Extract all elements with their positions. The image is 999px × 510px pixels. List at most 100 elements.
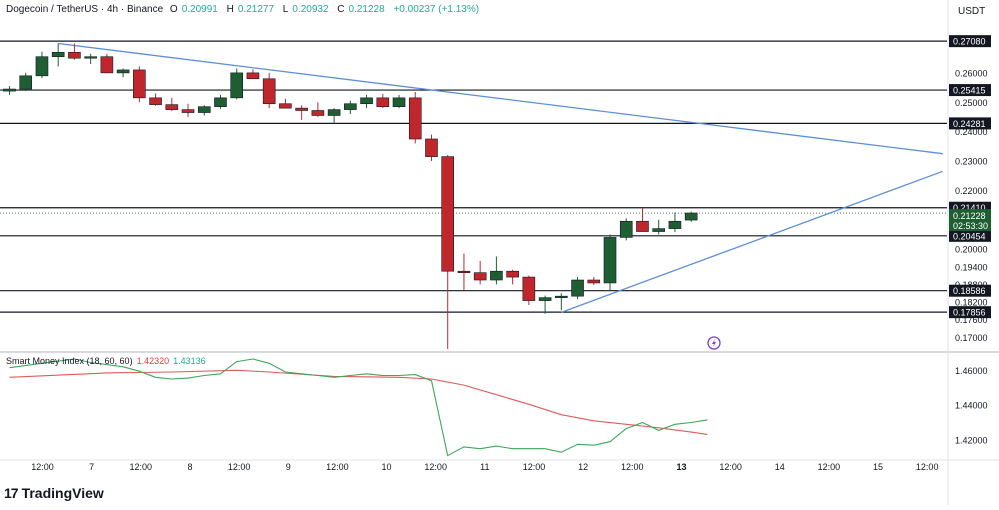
candle-body bbox=[668, 220, 682, 229]
candle bbox=[262, 72, 276, 109]
time-axis-label: 12:00 bbox=[621, 462, 644, 472]
candle bbox=[311, 102, 325, 117]
high-label: H bbox=[226, 4, 234, 15]
candle bbox=[68, 43, 81, 60]
candle bbox=[571, 277, 584, 300]
close-label: C bbox=[337, 4, 345, 15]
candle bbox=[538, 295, 552, 314]
time-axis-label: 12:00 bbox=[818, 462, 841, 472]
symbol-title: Dogecoin / TetherUS · 4h · Binance bbox=[6, 4, 164, 15]
tradingview-logo[interactable]: 17 TradingView bbox=[4, 485, 104, 501]
time-axis-label: 12:00 bbox=[523, 462, 546, 472]
time-axis-label: 12:00 bbox=[228, 462, 251, 472]
high-value: 0.21277 bbox=[237, 4, 275, 15]
candle-body bbox=[636, 220, 649, 232]
candle-body bbox=[68, 52, 81, 59]
indicator-tick-label: 1.46000 bbox=[955, 366, 988, 376]
candle-body bbox=[425, 138, 438, 157]
candle bbox=[441, 155, 455, 350]
countdown-label: 02:53:30 bbox=[953, 221, 988, 231]
candle bbox=[35, 51, 49, 79]
candle bbox=[408, 91, 422, 144]
candle bbox=[473, 260, 487, 285]
indicator-legend: Smart Money Index (18, 60, 60) 1.42320 1.4… bbox=[6, 356, 206, 366]
candle-body bbox=[84, 56, 97, 59]
candle-body bbox=[571, 279, 584, 297]
time-axis-label: 9 bbox=[286, 462, 291, 472]
candle-body bbox=[100, 56, 114, 74]
price-tick-label: 0.22000 bbox=[955, 186, 988, 196]
level-label: 0.20454 bbox=[953, 231, 986, 241]
level-label: 0.25415 bbox=[953, 86, 986, 96]
candle-body bbox=[181, 109, 195, 113]
candle bbox=[636, 208, 649, 232]
time-axis-label: 7 bbox=[89, 462, 94, 472]
price-tick-label: 0.18200 bbox=[955, 298, 988, 308]
candle bbox=[279, 98, 292, 109]
candle-body bbox=[555, 295, 568, 298]
price-tick-label: 0.20000 bbox=[955, 245, 988, 255]
time-axis-label: 12:00 bbox=[31, 462, 54, 472]
level-label-box bbox=[949, 284, 991, 297]
close-value: 0.21228 bbox=[348, 4, 385, 15]
candle bbox=[522, 275, 536, 305]
candle bbox=[165, 97, 179, 112]
candle-body bbox=[376, 97, 390, 107]
candle bbox=[19, 72, 33, 92]
indicator-tick-label: 1.44000 bbox=[955, 401, 988, 411]
price-tick-label: 0.24000 bbox=[955, 127, 988, 137]
time-axis-label: 12:00 bbox=[916, 462, 939, 472]
indicator-value-red: 1.42320 bbox=[136, 356, 170, 366]
level-label: 0.18586 bbox=[953, 286, 986, 296]
candle-body bbox=[473, 272, 487, 281]
indicator-value-green: 1.43136 bbox=[173, 356, 206, 366]
candle bbox=[603, 234, 617, 291]
indicator-series-line bbox=[9, 358, 708, 457]
time-axis-label: 12:00 bbox=[326, 462, 349, 472]
chart-header: Dogecoin / TetherUS · 4h · Binance O 0.20… bbox=[6, 4, 483, 15]
price-tick-label: 0.19400 bbox=[955, 262, 988, 272]
low-label: L bbox=[282, 4, 289, 15]
flash-icon-bolt bbox=[712, 339, 716, 347]
candle-body bbox=[603, 237, 617, 284]
candle-body bbox=[327, 109, 341, 116]
price-tick-label: 0.17600 bbox=[955, 315, 988, 325]
candle bbox=[214, 94, 227, 109]
candle bbox=[376, 94, 390, 109]
candle-body bbox=[490, 270, 503, 281]
level-label: 0.27080 bbox=[953, 37, 986, 47]
candle-body bbox=[652, 228, 666, 232]
candle-body bbox=[587, 279, 601, 284]
candle bbox=[197, 105, 211, 116]
indicator-name: Smart Money Index (18, 60, 60) bbox=[6, 356, 133, 366]
currency-label: USDT bbox=[958, 6, 986, 17]
candle bbox=[149, 93, 162, 106]
candle bbox=[230, 68, 244, 100]
level-label: 0.24281 bbox=[953, 119, 986, 129]
time-axis-label: 14 bbox=[775, 462, 785, 472]
level-label-box bbox=[949, 306, 991, 319]
candle-body bbox=[619, 220, 633, 238]
time-axis-label: 12 bbox=[578, 462, 588, 472]
candle bbox=[457, 253, 471, 291]
candle bbox=[668, 212, 682, 233]
candle-body bbox=[392, 97, 406, 107]
level-label-box bbox=[949, 117, 991, 130]
candle-body bbox=[408, 97, 422, 140]
price-tick-label: 0.26000 bbox=[955, 68, 988, 78]
candle bbox=[84, 53, 97, 65]
candle-body bbox=[133, 69, 146, 99]
candle-body bbox=[35, 56, 49, 77]
candle bbox=[684, 211, 698, 222]
candle bbox=[392, 94, 406, 109]
candle bbox=[506, 269, 519, 285]
level-label-box bbox=[949, 84, 991, 97]
time-axis-label: 8 bbox=[187, 462, 192, 472]
candle-body bbox=[344, 103, 357, 110]
candle-body bbox=[279, 103, 292, 109]
candle-body bbox=[165, 104, 179, 110]
open-value: 0.20991 bbox=[181, 4, 218, 15]
level-label: 0.21410 bbox=[953, 203, 986, 213]
